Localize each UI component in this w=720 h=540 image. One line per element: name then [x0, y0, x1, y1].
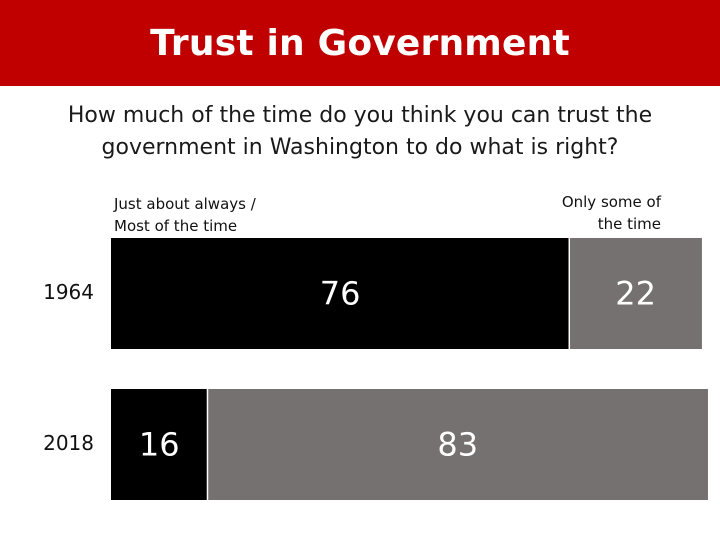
page-title: Trust in Government [150, 22, 570, 64]
legend-always-most-line-1: Just about always / [114, 195, 256, 213]
bar-1964-series-1 [569, 238, 702, 349]
category-label-2018: 2018 [43, 431, 94, 455]
bar-2018-series-1 [207, 389, 708, 500]
subtitle-line-1: How much of the time do you think you ca… [67, 103, 653, 128]
category-label-1964: 1964 [43, 280, 94, 304]
data-label-1964-series-1: 22 [615, 275, 656, 313]
bar-2018-series-0 [111, 389, 208, 500]
data-label-2018-series-0: 16 [139, 426, 180, 464]
legend-always-most-line-2: Most of the time [114, 217, 238, 235]
data-label-2018-series-1: 83 [437, 426, 478, 464]
bar-1964-series-0 [111, 238, 570, 349]
legend-some-of-time-line-1: Only some of [561, 193, 661, 211]
data-label-1964-series-0: 76 [320, 275, 361, 313]
legend-some-of-time-line-2: the time [597, 215, 661, 233]
subtitle-line-2: government in Washington to do what is r… [101, 135, 619, 160]
chart-subtitle: How much of the time do you think you ca… [40, 100, 680, 164]
legend-always-most: Just about always / Most of the time [114, 193, 374, 237]
title-bar: Trust in Government [0, 0, 720, 86]
legend-some-of-time: Only some of the time [480, 191, 661, 235]
